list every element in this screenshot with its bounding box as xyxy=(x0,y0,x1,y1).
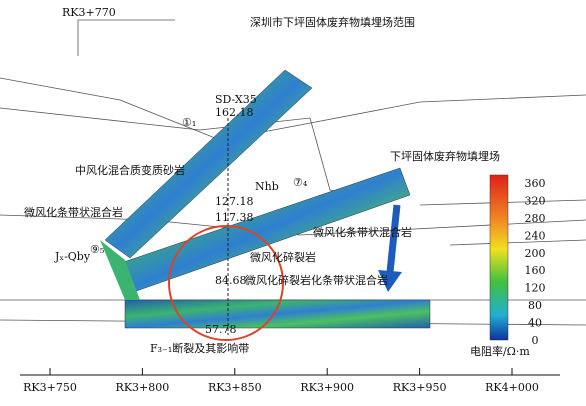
chainage-label: RK3+850 xyxy=(208,381,262,394)
colorbar-tick: 360 xyxy=(525,177,546,190)
chainage-label: RK3+900 xyxy=(300,381,354,394)
elevation-label: 84.68 xyxy=(215,274,247,287)
label: ⑦₄ xyxy=(293,176,308,189)
label: 微风化条带状混合岩 xyxy=(24,205,123,219)
label: 微风化碎裂岩化条带状混合岩 xyxy=(245,273,388,287)
arrow xyxy=(378,204,402,292)
colorbar-tick: 320 xyxy=(525,194,546,207)
title: 深圳市下坪固体废弃物填埋场范围 xyxy=(250,15,415,29)
borehole-name: SD-X35 xyxy=(215,93,257,106)
colorbar-tick: 200 xyxy=(525,247,546,260)
colorbar xyxy=(489,174,509,341)
chainage-label: RK3+800 xyxy=(116,381,170,394)
colorbar-unit: 电阻率/Ω·m xyxy=(470,344,530,358)
colorbar-tick: 280 xyxy=(525,212,546,225)
label: 微风化条带状混合岩 xyxy=(313,225,412,239)
colorbar-tick: 40 xyxy=(528,317,542,330)
chainage-label: RK3+750 xyxy=(23,381,77,394)
label: ⑨₅ xyxy=(90,243,104,256)
label: 下坪固体废弃物填埋场 xyxy=(390,149,500,163)
label: Jₓ-Qby xyxy=(54,250,91,263)
elevation-label: 127.18 xyxy=(215,195,254,208)
chainage-label: RK3+950 xyxy=(393,381,447,394)
elevation-label: 117.38 xyxy=(215,211,254,224)
elevation-label: 57.78 xyxy=(205,323,237,336)
colorbar-tick: 120 xyxy=(525,282,546,295)
colorbar-tick: 160 xyxy=(525,264,546,277)
label: F₃₋₁断裂及其影响带 xyxy=(150,341,249,355)
label: ①₁ xyxy=(182,116,196,129)
colorbar-tick: 80 xyxy=(528,299,542,312)
label: 中风化混合质变质砂岩 xyxy=(75,163,185,177)
fault-circle xyxy=(168,225,284,341)
label: Nhb xyxy=(255,180,279,193)
chainage-label: RK4+000 xyxy=(485,381,539,394)
elevation-label: 162.18 xyxy=(215,106,254,119)
colorbar-tick: 0 xyxy=(532,334,539,347)
top-label: RK3+770 xyxy=(62,6,116,19)
resistivity-profiles xyxy=(100,69,431,329)
label: 微风化碎裂岩 xyxy=(250,250,316,264)
colorbar-tick: 240 xyxy=(525,229,546,242)
